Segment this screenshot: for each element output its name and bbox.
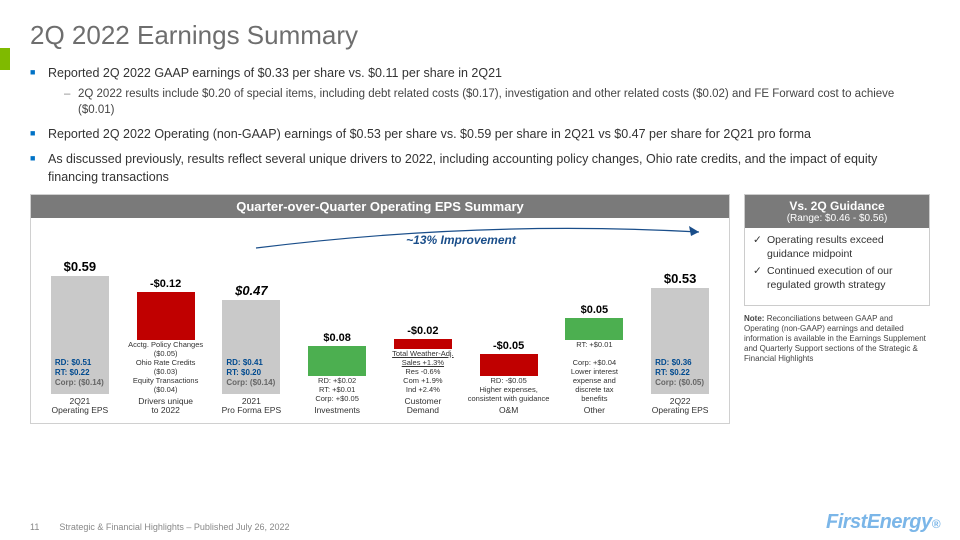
guidance-item: Operating results exceed guidance midpoi…	[753, 234, 921, 261]
guidance-item: Continued execution of our regulated gro…	[753, 265, 921, 292]
guidance-range: (Range: $0.46 - $0.56)	[749, 213, 925, 224]
chart-column: $0.59RD: $0.51RT: $0.22Corp: ($0.14)2Q21…	[37, 226, 123, 416]
footer: 11 Strategic & Financial Highlights – Pu…	[30, 522, 930, 532]
bullet-item: As discussed previously, results reflect…	[30, 151, 930, 186]
chart-header: Quarter-over-Quarter Operating EPS Summa…	[31, 195, 729, 218]
bullet-item: Reported 2Q 2022 Operating (non-GAAP) ea…	[30, 126, 930, 144]
reconciliation-note: Note: Reconciliations between GAAP and O…	[744, 314, 930, 364]
eps-chart: Quarter-over-Quarter Operating EPS Summa…	[30, 194, 730, 424]
accent-bar	[0, 48, 10, 70]
chart-column: -$0.02Total Weather-Adj.Sales +1.3%Res -…	[380, 226, 466, 416]
guidance-box: Vs. 2Q Guidance (Range: $0.46 - $0.56) O…	[744, 194, 930, 306]
sub-bullet-item: 2Q 2022 results include $0.20 of special…	[48, 86, 930, 118]
bullet-item: Reported 2Q 2022 GAAP earnings of $0.33 …	[30, 65, 930, 118]
page-title: 2Q 2022 Earnings Summary	[30, 20, 930, 51]
chart-column: $0.05RT: +$0.01 Corp: +$0.04 Lower inter…	[552, 226, 638, 416]
chart-column: -$0.12Acctg. Policy Changes ($0.05) Ohio…	[123, 226, 209, 416]
chart-column: $0.47RD: $0.41RT: $0.20Corp: ($0.14)2021…	[209, 226, 295, 416]
improvement-arrow: ~13% Improvement	[251, 222, 711, 252]
bullet-list: Reported 2Q 2022 GAAP earnings of $0.33 …	[30, 65, 930, 186]
chart-column: -$0.05RD: -$0.05 Higher expenses, consis…	[466, 226, 552, 416]
svg-text:~13% Improvement: ~13% Improvement	[406, 233, 517, 247]
chart-column: $0.53RD: $0.36RT: $0.22Corp: ($0.05)2Q22…	[637, 226, 723, 416]
firstenergy-logo: FirstEnergy®	[826, 511, 940, 534]
chart-column: $0.08RD: +$0.02 RT: +$0.01 Corp: +$0.05I…	[294, 226, 380, 416]
footer-text: Strategic & Financial Highlights – Publi…	[59, 522, 289, 532]
page-number: 11	[30, 522, 39, 532]
guidance-title: Vs. 2Q Guidance	[749, 199, 925, 213]
